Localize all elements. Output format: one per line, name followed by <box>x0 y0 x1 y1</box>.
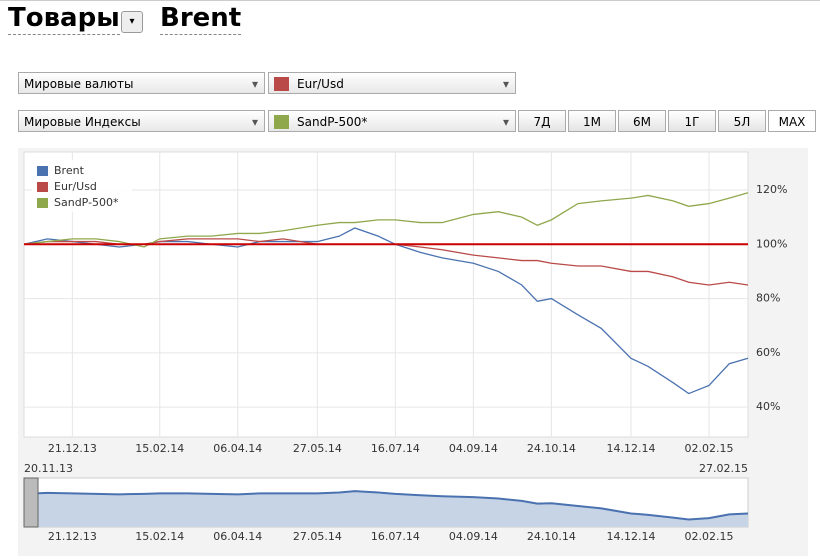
y-tick-label: 120% <box>756 183 787 196</box>
navigator-end: 27.02.15 <box>699 462 748 475</box>
top-rule <box>0 0 820 1</box>
x-tick-label: 14.12.14 <box>606 442 655 455</box>
navigator-tick-label: 24.10.14 <box>527 530 576 543</box>
navigator-handle[interactable] <box>23 477 39 528</box>
navigator-area <box>24 491 748 527</box>
legend-swatch <box>37 198 48 208</box>
page-title: Товары <box>8 3 120 35</box>
navigator-line <box>23 490 749 521</box>
instrument-select[interactable]: SandP-500* <box>268 110 516 133</box>
navigator-tick-label: 16.07.14 <box>371 530 420 543</box>
x-tick-label: 16.07.14 <box>371 442 420 455</box>
y-tick-label: 60% <box>756 346 780 359</box>
x-tick-label: 24.10.14 <box>527 442 576 455</box>
x-tick-label: 15.02.14 <box>135 442 184 455</box>
navigator-start: 20.11.13 <box>24 462 73 475</box>
navigator-tick-label: 21.12.13 <box>48 530 97 543</box>
instrument-select[interactable]: Eur/Usd <box>268 72 516 95</box>
group-select[interactable]: Мировые Индексы <box>18 110 265 133</box>
y-tick-label: 100% <box>756 237 787 250</box>
x-tick-label: 06.04.14 <box>213 442 262 455</box>
navigator-tick-label: 27.05.14 <box>293 530 342 543</box>
legend-label: Brent <box>54 164 85 177</box>
legend-swatch <box>37 166 48 176</box>
y-tick-label: 40% <box>756 400 780 413</box>
instrument-title[interactable]: Brent <box>160 3 242 35</box>
period-button[interactable]: 1М <box>568 110 616 132</box>
y-tick-label: 80% <box>756 292 780 305</box>
swatch <box>274 115 289 129</box>
navigator-tick-label: 15.02.14 <box>135 530 184 543</box>
legend-swatch <box>37 182 48 192</box>
select-text: SandP-500* <box>297 115 368 129</box>
legend-label: SandP-500* <box>54 196 119 209</box>
x-tick-label: 02.02.15 <box>684 442 733 455</box>
x-tick-label: 04.09.14 <box>449 442 498 455</box>
plot-area <box>23 151 749 438</box>
period-button[interactable]: 7Д <box>518 110 566 132</box>
x-tick-label: 21.12.13 <box>48 442 97 455</box>
swatch <box>274 77 289 91</box>
navigator-tick-label: 14.12.14 <box>606 530 655 543</box>
period-button[interactable]: 1Г <box>668 110 716 132</box>
period-button[interactable]: 6М <box>618 110 666 132</box>
legend-label: Eur/Usd <box>54 180 97 193</box>
period-button[interactable]: MAX <box>768 110 816 132</box>
navigator-tick-label: 06.04.14 <box>213 530 262 543</box>
group-select[interactable]: Мировые валюты <box>18 72 265 95</box>
period-button[interactable]: 5Л <box>718 110 766 132</box>
select-text: Eur/Usd <box>297 77 344 91</box>
navigator-tick-label: 04.09.14 <box>449 530 498 543</box>
title-dropdown[interactable]: ▾ <box>121 11 143 33</box>
legend-box <box>32 160 132 212</box>
navigator-tick-label: 02.02.15 <box>684 530 733 543</box>
x-tick-label: 27.05.14 <box>293 442 342 455</box>
